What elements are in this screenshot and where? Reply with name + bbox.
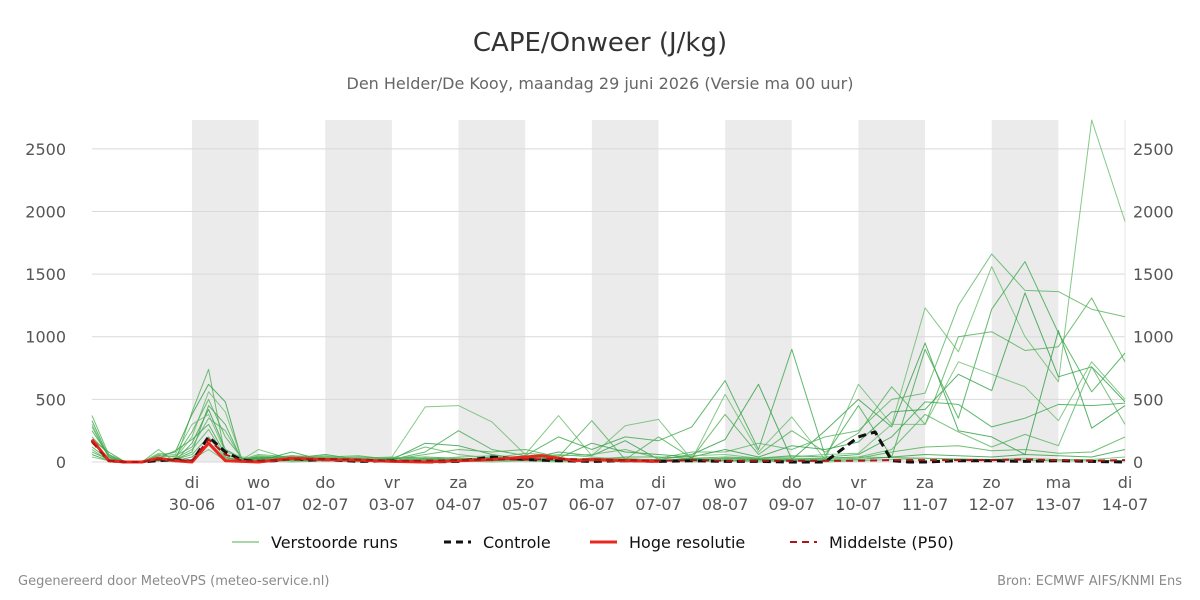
x-tick-day: di (651, 473, 666, 492)
footer-source: Bron: ECMWF AIFS/KNMI Ens (997, 574, 1182, 589)
x-tick-day: di (1118, 473, 1133, 492)
x-tick-date: 30-06 (169, 495, 216, 514)
x-tick-date: 06-07 (569, 495, 616, 514)
x-tick-day: zo (516, 473, 534, 492)
day-band (858, 120, 926, 462)
day-band (725, 120, 792, 462)
y-tick-label-left: 1000 (25, 328, 66, 347)
legend-label: Controle (483, 533, 551, 552)
legend-label: Verstoorde runs (271, 533, 398, 552)
y-tick-label-left: 0 (56, 453, 66, 472)
x-tick-date: 13-07 (1035, 495, 1082, 514)
x-axis-ticks: di 30-06 wo 01-07 do 02-07 vr 03-07 za 04-07 zo 05-… (169, 473, 1149, 514)
y-tick-label-right: 2500 (1133, 140, 1174, 159)
x-tick-date: 02-07 (302, 495, 349, 514)
x-tick-day: ma (579, 473, 604, 492)
x-tick-day: vr (384, 473, 400, 492)
main-lines (90, 430, 1126, 464)
x-tick-day: do (782, 473, 802, 492)
x-tick-date: 03-07 (369, 495, 416, 514)
x-tick-date: 12-07 (968, 495, 1015, 514)
y-tick-label-right: 0 (1133, 453, 1143, 472)
x-tick-date: 07-07 (635, 495, 682, 514)
day-band (591, 120, 659, 462)
legend: Verstoorde runs Controle Hoge resolutie Mid… (232, 533, 954, 552)
y-tick-label-left: 2500 (25, 140, 66, 159)
legend-label: Middelste (P50) (829, 533, 954, 552)
day-band (191, 120, 259, 462)
x-tick-date: 08-07 (702, 495, 749, 514)
x-tick-date: 05-07 (502, 495, 549, 514)
control-line (90, 430, 1126, 464)
y-tick-label-right: 2000 (1133, 202, 1174, 221)
footer-generator: Gegenereerd door MeteoVPS (meteo-service… (18, 574, 329, 589)
y-tick-label-right: 500 (1133, 390, 1164, 409)
y-axis-ticks: 0 0 500 500 1000 1000 1500 1500 2000 2000 2500 2500 (25, 140, 1173, 472)
x-tick-day: do (315, 473, 335, 492)
y-tick-label-left: 1500 (25, 265, 66, 284)
chart-subtitle: Den Helder/De Kooy, maandag 29 juni 2026… (347, 74, 854, 93)
y-tick-label-left: 2000 (25, 202, 66, 221)
legend-label: Hoge resolutie (629, 533, 745, 552)
x-tick-date: 04-07 (435, 495, 482, 514)
member-line (91, 119, 1126, 463)
day-band (325, 120, 392, 462)
chart-title: CAPE/Onweer (J/kg) (473, 28, 727, 58)
x-tick-day: za (449, 473, 467, 492)
x-tick-day: di (185, 473, 200, 492)
x-tick-day: za (916, 473, 934, 492)
median-line (91, 438, 1126, 463)
x-tick-date: 14-07 (1102, 495, 1149, 514)
day-band (458, 120, 526, 462)
x-tick-day: wo (247, 473, 270, 492)
x-tick-date: 09-07 (769, 495, 816, 514)
y-tick-label-left: 500 (35, 390, 66, 409)
x-tick-date: 01-07 (235, 495, 282, 514)
x-tick-day: wo (714, 473, 737, 492)
y-tick-label-right: 1000 (1133, 328, 1174, 347)
x-tick-date: 10-07 (835, 495, 882, 514)
y-tick-label-right: 1500 (1133, 265, 1174, 284)
x-tick-day: ma (1046, 473, 1071, 492)
x-tick-day: vr (850, 473, 866, 492)
day-bands (191, 120, 1059, 462)
member-line (91, 253, 1126, 463)
x-tick-date: 11-07 (902, 495, 949, 514)
x-tick-day: zo (983, 473, 1001, 492)
